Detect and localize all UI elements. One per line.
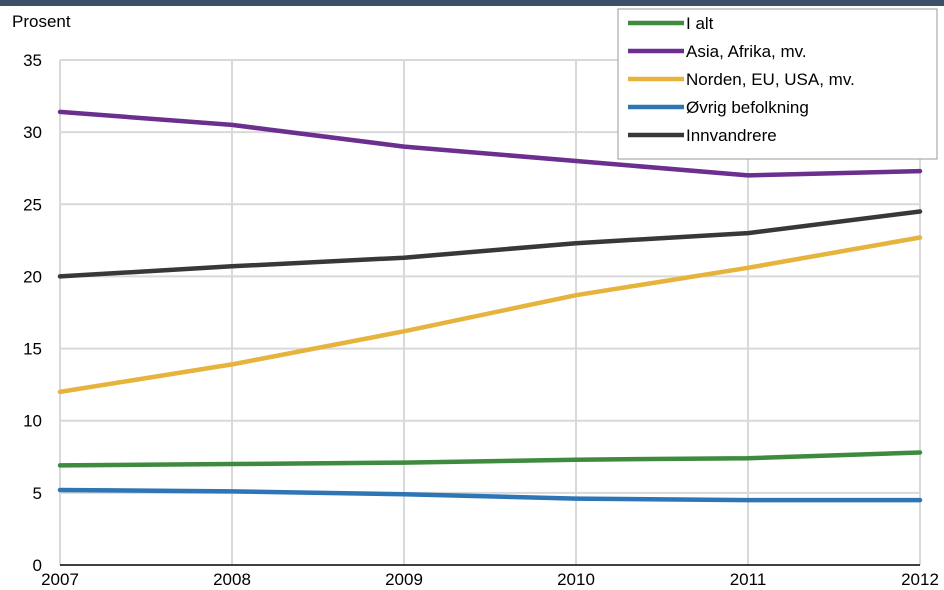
legend-label: Norden, EU, USA, mv. [686, 70, 855, 89]
top-border [0, 0, 944, 6]
x-tick-label: 2008 [213, 570, 251, 589]
legend-label: Øvrig befolkning [686, 98, 809, 117]
y-tick-label: 0 [33, 556, 42, 575]
gridlines [59, 59, 921, 566]
legend: I alt Asia, Afrika, mv. Norden, EU, USA, m… [617, 8, 938, 160]
series-line [57, 109, 923, 178]
x-tick-label: 2012 [901, 570, 939, 589]
series-lines [57, 109, 923, 503]
x-tick-label: 2009 [385, 570, 423, 589]
y-tick-label: 20 [23, 267, 42, 286]
x-tick-label: 2007 [41, 570, 79, 589]
y-axis-ticks: 0 5 10 15 20 25 30 35 [23, 51, 42, 575]
series-line [57, 450, 923, 468]
legend-label: Asia, Afrika, mv. [686, 42, 807, 61]
x-tick-label: 2010 [557, 570, 595, 589]
y-tick-label: 10 [23, 412, 42, 431]
legend-label: Innvandrere [686, 126, 777, 145]
series-line [57, 235, 923, 395]
series-line [57, 209, 923, 279]
y-axis-label: Prosent [12, 12, 71, 31]
series-line [57, 487, 923, 503]
y-tick-label: 5 [33, 484, 42, 503]
y-tick-label: 35 [23, 51, 42, 70]
y-tick-label: 15 [23, 340, 42, 359]
y-tick-label: 30 [23, 123, 42, 142]
x-axis-ticks: 2007 2008 2009 2010 2011 2012 [41, 570, 939, 589]
x-tick-label: 2011 [730, 570, 767, 589]
y-tick-label: 25 [23, 195, 42, 214]
legend-label: I alt [686, 14, 714, 33]
